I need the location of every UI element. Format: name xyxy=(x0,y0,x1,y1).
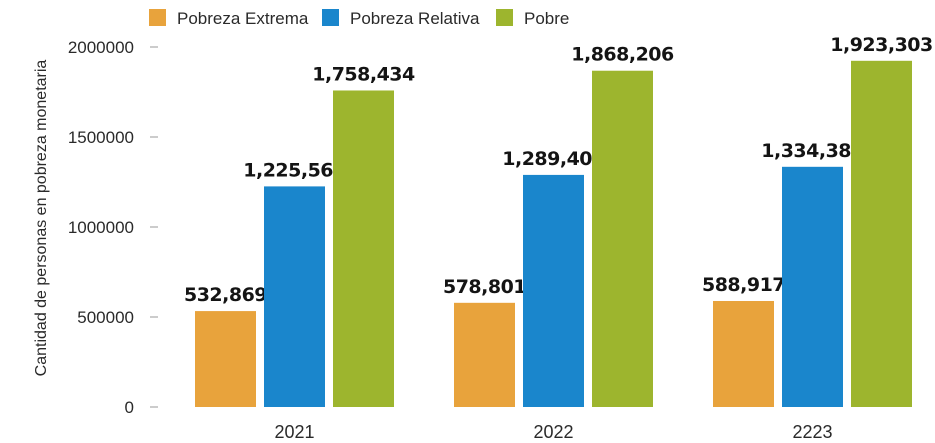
legend: Pobreza Extrema Pobreza Relativa Pobre xyxy=(149,9,569,28)
bar-pobreza-relativa-2021 xyxy=(264,186,325,407)
bar-pobre-2022 xyxy=(592,70,653,407)
bar-pobreza-extrema-2223 xyxy=(713,300,774,407)
data-label: 588,917 xyxy=(702,274,785,296)
x-category-label: 2021 xyxy=(274,422,314,442)
bar-pobre-2021 xyxy=(333,90,394,408)
y-axis: 0 500000 1000000 1500000 2000000 xyxy=(68,38,158,417)
data-label: 578,801 xyxy=(443,276,526,298)
bar-pobreza-extrema-2022 xyxy=(454,302,515,407)
x-category-label: 2022 xyxy=(533,422,573,442)
legend-label: Pobreza Relativa xyxy=(350,9,480,28)
legend-swatch xyxy=(149,9,166,26)
y-axis-title: Cantidad de personas en pobreza monetari… xyxy=(33,60,50,377)
data-label: 1,334,386 xyxy=(761,140,864,162)
y-tick-label: 1500000 xyxy=(68,128,134,147)
x-category-label: 2223 xyxy=(792,422,832,442)
legend-swatch xyxy=(322,9,339,26)
data-label: 1,289,405 xyxy=(502,148,604,170)
bars: 532,869 1,225,565 1,758,434 578,801 1,289,40… xyxy=(184,34,933,408)
bar-pobreza-extrema-2021 xyxy=(195,311,256,407)
bar-pobreza-relativa-2022 xyxy=(523,174,584,407)
data-label: 1,868,206 xyxy=(571,44,674,66)
data-label: 1,758,434 xyxy=(312,63,415,85)
y-tick-label: 1000000 xyxy=(68,218,134,237)
x-axis: 2021 2022 2223 xyxy=(274,422,832,442)
y-tick-label: 2000000 xyxy=(68,38,134,57)
data-label: 1,923,303 xyxy=(830,34,932,56)
legend-label: Pobreza Extrema xyxy=(177,9,309,28)
data-label: 532,869 xyxy=(184,284,267,306)
legend-label: Pobre xyxy=(524,9,569,28)
legend-swatch xyxy=(496,9,513,26)
data-label: 1,225,565 xyxy=(243,159,345,181)
y-tick-label: 500000 xyxy=(77,308,134,327)
bar-pobreza-relativa-2223 xyxy=(782,166,843,407)
y-tick-label: 0 xyxy=(125,398,134,417)
bar-pobre-2223 xyxy=(851,60,912,408)
